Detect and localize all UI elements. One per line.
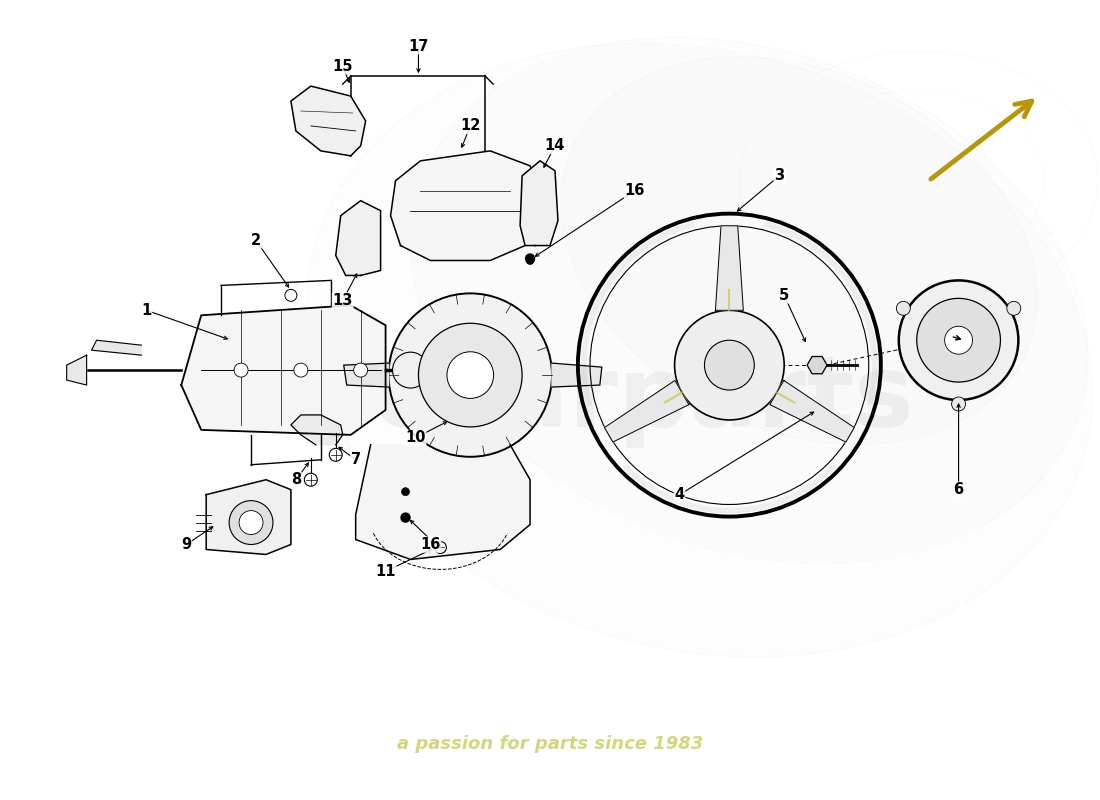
- Circle shape: [674, 310, 784, 420]
- Polygon shape: [91, 340, 142, 355]
- Text: 9: 9: [182, 537, 191, 552]
- Circle shape: [418, 323, 522, 427]
- Circle shape: [329, 448, 342, 462]
- Circle shape: [434, 542, 447, 554]
- Polygon shape: [67, 355, 87, 385]
- Text: 10: 10: [405, 430, 426, 446]
- Text: 15: 15: [332, 58, 353, 74]
- Polygon shape: [343, 363, 388, 387]
- Polygon shape: [390, 151, 540, 261]
- Circle shape: [305, 474, 317, 486]
- Circle shape: [393, 352, 428, 388]
- Polygon shape: [605, 381, 689, 442]
- Text: a passion for parts since 1983: a passion for parts since 1983: [397, 735, 703, 753]
- Polygon shape: [715, 226, 744, 310]
- Text: 16: 16: [625, 183, 645, 198]
- Circle shape: [447, 352, 494, 398]
- Text: 13: 13: [332, 293, 353, 308]
- Text: 6: 6: [954, 482, 964, 497]
- Polygon shape: [520, 161, 558, 246]
- Circle shape: [916, 298, 1000, 382]
- Circle shape: [899, 281, 1019, 400]
- Polygon shape: [206, 480, 290, 554]
- Polygon shape: [307, 43, 1092, 657]
- Circle shape: [1006, 302, 1021, 315]
- Polygon shape: [552, 363, 602, 387]
- Text: eurocarparts: eurocarparts: [186, 351, 914, 449]
- Circle shape: [526, 257, 535, 265]
- Circle shape: [945, 326, 972, 354]
- Circle shape: [402, 488, 409, 496]
- Text: 11: 11: [375, 564, 396, 579]
- Polygon shape: [290, 86, 365, 156]
- Circle shape: [526, 254, 535, 263]
- Circle shape: [234, 363, 249, 377]
- Circle shape: [354, 363, 367, 377]
- Circle shape: [402, 513, 410, 522]
- Circle shape: [229, 501, 273, 545]
- Text: 2: 2: [251, 233, 261, 248]
- Text: 3: 3: [774, 168, 784, 183]
- Text: 5: 5: [779, 288, 790, 303]
- Polygon shape: [290, 415, 343, 445]
- Polygon shape: [336, 201, 381, 275]
- Text: 7: 7: [351, 452, 361, 467]
- Text: 4: 4: [674, 487, 684, 502]
- Text: 8: 8: [290, 472, 301, 487]
- Polygon shape: [410, 38, 1088, 563]
- Circle shape: [952, 397, 966, 411]
- Circle shape: [285, 290, 297, 302]
- Text: 16: 16: [420, 537, 441, 552]
- Polygon shape: [182, 306, 386, 435]
- Text: 1: 1: [141, 303, 152, 318]
- Circle shape: [896, 302, 911, 315]
- Text: 14: 14: [544, 138, 565, 154]
- Circle shape: [239, 510, 263, 534]
- Circle shape: [704, 340, 755, 390]
- Text: 12: 12: [460, 118, 481, 134]
- Circle shape: [294, 363, 308, 377]
- Polygon shape: [770, 381, 855, 442]
- Text: 17: 17: [408, 38, 429, 54]
- Polygon shape: [355, 445, 530, 559]
- Polygon shape: [807, 357, 827, 374]
- Polygon shape: [561, 57, 1037, 444]
- Circle shape: [388, 294, 552, 457]
